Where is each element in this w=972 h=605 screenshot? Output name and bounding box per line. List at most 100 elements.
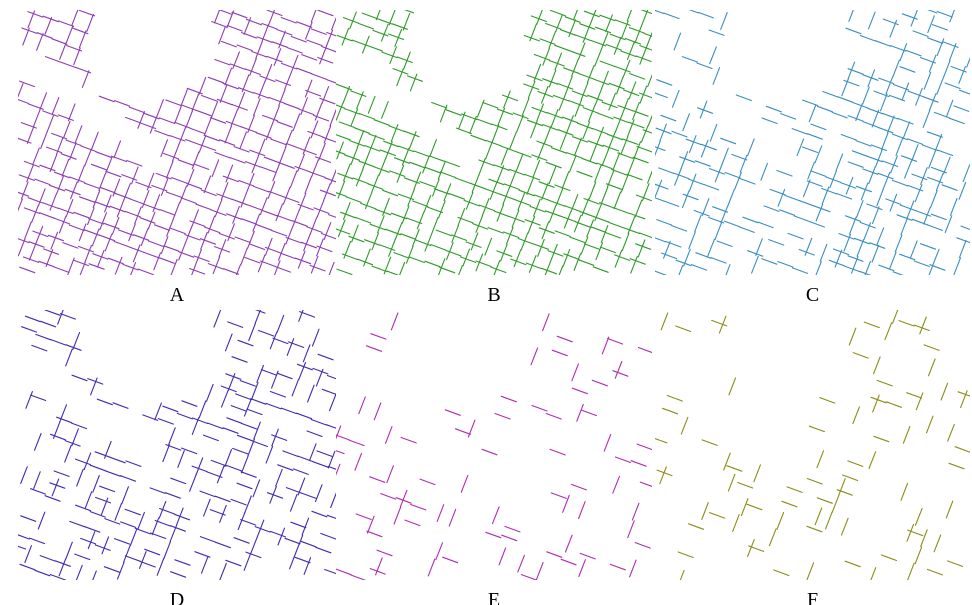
road [850,256,859,274]
road [251,50,268,58]
road [42,248,60,255]
road [710,257,727,264]
road [866,155,883,163]
road [390,124,399,142]
road [701,198,710,216]
road [300,492,318,500]
road [18,534,30,540]
road [200,189,217,197]
road [697,11,714,19]
road [60,153,77,160]
road [236,44,253,52]
road [622,138,639,145]
road [124,508,141,516]
road [265,445,274,464]
road [493,260,501,275]
road [310,120,319,139]
road [73,211,90,219]
road [944,215,953,234]
road [892,310,899,324]
road [845,27,862,35]
road [624,37,641,45]
road [558,265,564,275]
road [300,97,308,116]
road [310,28,327,35]
road [362,151,370,170]
road [29,537,46,545]
road [634,25,642,44]
road [663,12,680,20]
road [336,268,353,275]
road [304,175,313,194]
road [88,218,105,225]
road [65,25,74,44]
road [40,320,57,328]
road [231,356,248,363]
road [928,150,936,169]
road [258,329,275,337]
road [239,380,256,387]
road [193,163,210,170]
road [688,10,699,14]
road [371,174,380,193]
road [550,109,559,127]
road [655,197,665,202]
road [899,43,908,62]
road [723,452,731,471]
road [569,50,586,57]
road [574,98,583,117]
road [760,162,768,181]
road [688,173,697,192]
road [57,20,75,27]
road [278,146,287,165]
road [516,114,524,133]
road-network [336,10,652,275]
road [296,412,313,420]
road [238,179,255,187]
road [396,164,405,183]
road [277,242,286,261]
road [626,42,635,60]
road [264,237,273,256]
road [203,134,220,142]
road [930,213,947,221]
road [240,247,248,266]
road [319,97,336,105]
road [356,91,364,110]
road [64,444,72,463]
road [459,256,477,263]
road [319,46,327,65]
road [280,16,297,24]
road [78,10,96,17]
road [125,460,142,467]
road [289,493,298,512]
road [863,321,880,329]
road [51,97,60,115]
road [701,502,709,520]
road [655,92,668,99]
road [595,242,604,261]
road [520,232,529,251]
road [934,134,943,152]
road [478,204,496,212]
road [268,96,285,104]
road [273,260,281,275]
road [589,10,597,27]
road [119,475,137,482]
road [946,560,964,567]
road [948,43,957,61]
road [323,222,332,240]
road [637,346,652,354]
road [210,117,227,124]
road [341,27,350,46]
road [50,339,67,346]
road [153,224,171,231]
road [69,142,77,161]
road [757,221,774,229]
road [735,94,752,102]
road [271,229,288,237]
road [573,10,578,20]
road [746,503,763,511]
road [699,100,708,119]
road [265,402,282,410]
